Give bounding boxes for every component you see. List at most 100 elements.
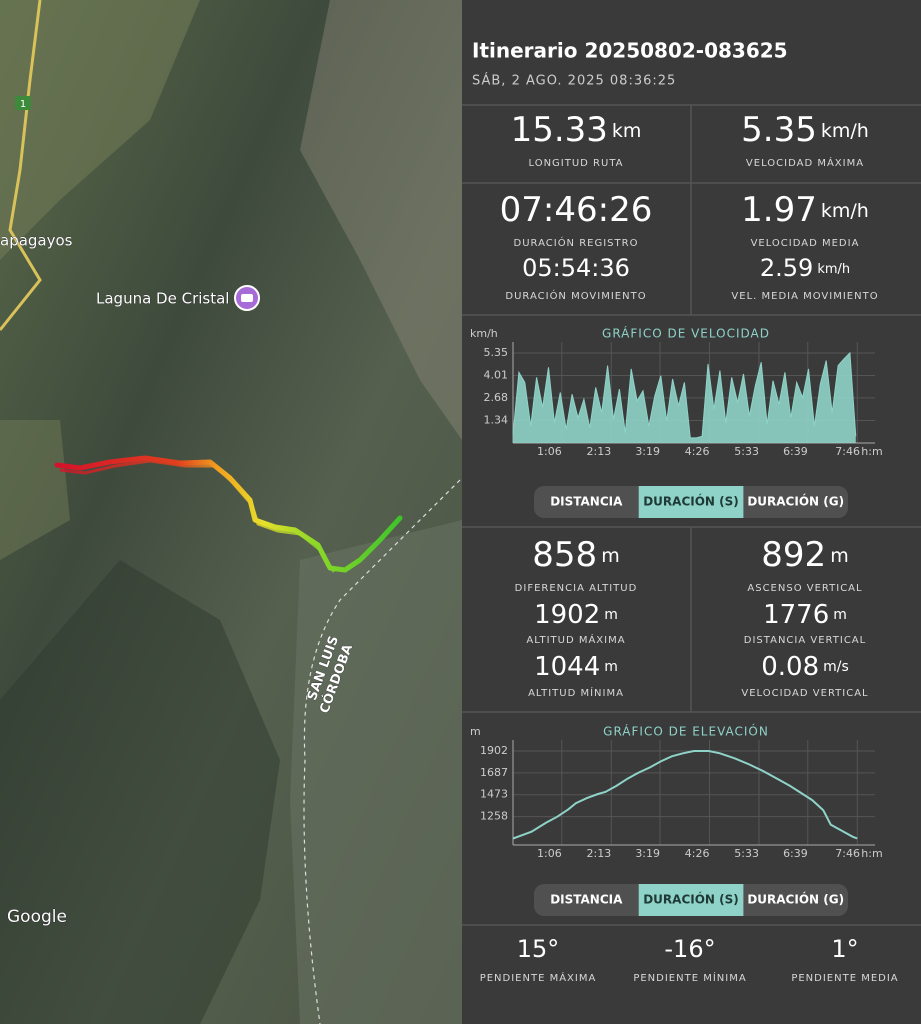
stat-value: 1902 m (534, 600, 618, 630)
stat-label: VEL. MEDIA MOVIMIENTO (731, 291, 878, 302)
y-tick-label: 2.68 (484, 391, 509, 404)
stat-value: 05:54:36 (522, 254, 630, 282)
value: 07:46:26 (500, 190, 653, 230)
toggle-label: DURACIÓN (G) (747, 494, 844, 509)
unit: km/h (821, 200, 869, 222)
stat-value: 07:46:26 (500, 190, 653, 230)
value: 15.33 (511, 110, 608, 150)
ridge (300, 0, 462, 440)
unit: m (604, 659, 618, 675)
unit: m (601, 545, 620, 567)
stat-label: DISTANCIA VERTICAL (744, 635, 866, 646)
subtitle: SÁB, 2 AGO. 2025 08:36:25 (472, 73, 676, 89)
poi-label: Laguna De Cristal (96, 290, 229, 308)
ridge (0, 560, 280, 1024)
poi-icon (241, 294, 253, 302)
x-tick-label: 1:06 (537, 847, 562, 860)
unit: m (830, 545, 849, 567)
town-label: apagayos (0, 232, 73, 250)
y-tick-label: 4.01 (484, 368, 509, 381)
x-unit: h:m (861, 445, 882, 458)
stat-value: 1.97 km/h (741, 190, 869, 230)
plain-area (0, 420, 70, 560)
y-tick-label: 1473 (480, 788, 508, 801)
stat-label: ALTITUD MÁXIMA (526, 633, 625, 646)
stat-label: VELOCIDAD MEDIA (751, 238, 860, 249)
stat-value: 1776 m (763, 600, 847, 630)
stat-value: 15° (517, 935, 560, 963)
x-tick-label: 5:33 (734, 847, 759, 860)
province-border (303, 479, 461, 1024)
x-tick-label: 7:46 (835, 847, 860, 860)
stat-label: DURACIÓN REGISTRO (514, 236, 639, 249)
title: Itinerario 20250802-083625 (472, 39, 788, 63)
unit: m (833, 607, 847, 623)
y-tick-label: 5.35 (484, 346, 509, 359)
stat-value: 2.59 km/h (760, 254, 850, 282)
toggle-button[interactable] (638, 884, 744, 916)
value: 05:54:36 (522, 254, 630, 282)
stat-value: 858 m (532, 535, 619, 575)
x-tick-label: 4:26 (685, 445, 710, 458)
chart-title: GRÁFICO DE ELEVACIÓN (603, 724, 769, 739)
x-tick-label: 6:39 (783, 445, 808, 458)
x-tick-label: 3:19 (635, 445, 660, 458)
stat-label: DURACIÓN MOVIMIENTO (505, 289, 646, 302)
stat-value: -16° (664, 935, 715, 963)
stat-label: DIFERENCIA ALTITUD (515, 583, 638, 594)
x-tick-label: 1:06 (537, 445, 562, 458)
unit: km/h (821, 120, 869, 142)
toggle-label: DURACIÓN (S) (643, 892, 739, 907)
chart-title: GRÁFICO DE VELOCIDAD (602, 326, 770, 341)
toggle-label: DISTANCIA (550, 893, 623, 907)
unit: km/h (817, 262, 850, 277)
stat-label: ALTITUD MÍNIMA (528, 686, 624, 699)
route-sign (15, 96, 31, 110)
value: 892 (761, 535, 826, 575)
x-tick-label: 3:19 (635, 847, 660, 860)
stat-value: 15.33 km (511, 110, 642, 150)
x-tick-label: 5:33 (734, 445, 759, 458)
value: 1.97 (741, 190, 817, 230)
y-tick-label: 1258 (480, 810, 508, 823)
route-track (59, 459, 336, 573)
x-tick-label: 6:39 (783, 847, 808, 860)
route-sign-label: 1 (20, 99, 26, 110)
stat-label: VELOCIDAD MÁXIMA (746, 156, 864, 169)
x-tick-label: 2:13 (587, 847, 612, 860)
stat-value: 892 m (761, 535, 848, 575)
y-tick-label: 1.34 (484, 413, 509, 426)
road (0, 0, 42, 331)
plain-area (0, 0, 200, 260)
stat-label: VELOCIDAD VERTICAL (741, 688, 868, 699)
value: 1776 (763, 600, 829, 630)
unit: m (604, 607, 618, 623)
x-unit: h:m (861, 847, 882, 860)
toggle-button[interactable] (638, 486, 744, 518)
stat-value: 1° (831, 935, 858, 963)
value: 5.35 (741, 110, 817, 150)
value: 2.59 (760, 254, 813, 282)
map[interactable]: 1 apagayos Laguna De Cristal SAN LUIS CÓ… (0, 0, 462, 1024)
stat-value: 0.08 m/s (761, 652, 849, 682)
y-tick-label: 1902 (480, 744, 508, 757)
stat-label: PENDIENTE MÁXIMA (480, 971, 597, 984)
toggle-label: DURACIÓN (G) (747, 892, 844, 907)
stat-value: 1044 m (534, 652, 618, 682)
value: 858 (532, 535, 597, 575)
area-fill (513, 352, 856, 443)
y-unit: m (470, 725, 481, 738)
x-tick-label: 4:26 (685, 847, 710, 860)
unit: km (612, 120, 642, 142)
y-tick-label: 1687 (480, 766, 508, 779)
stat-label: PENDIENTE MÍNIMA (633, 971, 746, 984)
x-tick-label: 7:46 (835, 445, 860, 458)
attribution: Google (7, 907, 67, 927)
value: 1044 (534, 652, 600, 682)
toggle-label: DISTANCIA (550, 495, 623, 509)
speed-line (512, 351, 857, 439)
stat-label: LONGITUD RUTA (528, 158, 623, 169)
valley (290, 520, 462, 1024)
